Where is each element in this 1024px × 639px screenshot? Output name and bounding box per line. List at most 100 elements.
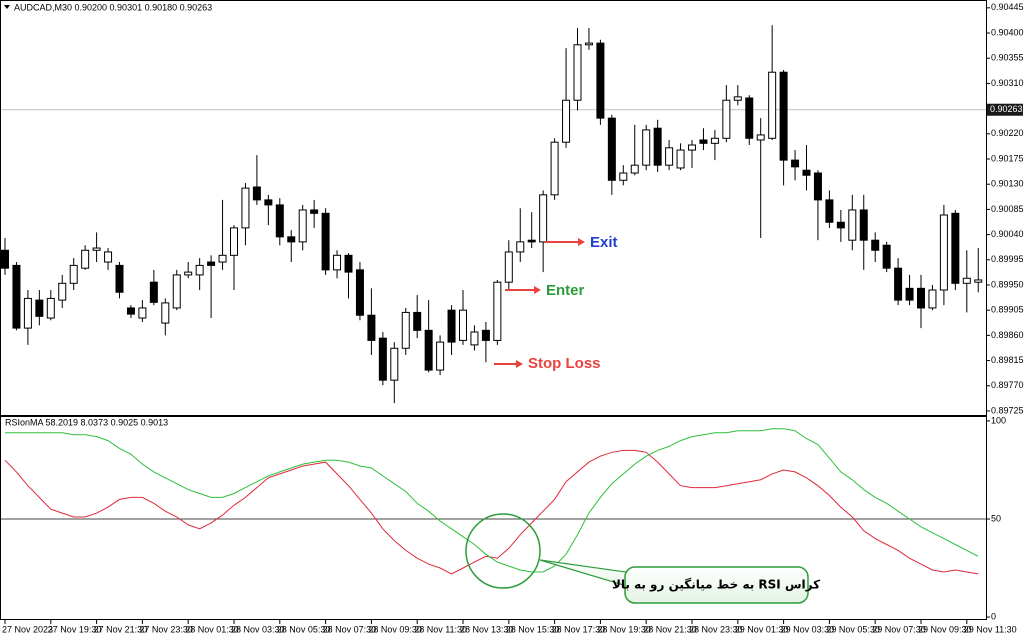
candle-body [871, 239, 880, 251]
candle-body [355, 269, 364, 316]
x-tick-label: 28 Nov 23:30 [689, 624, 743, 634]
candle-body [218, 254, 227, 263]
candle-body [562, 99, 571, 143]
y-tick-label: 0.90175 [991, 153, 1024, 163]
candle-body [367, 314, 376, 341]
x-tick-label: 27 Nov 19:30 [48, 624, 102, 634]
y-tick-label: 0.90130 [991, 179, 1024, 189]
candle-body [378, 337, 387, 381]
y-tick-label: 0.89995 [991, 254, 1024, 264]
candle-body [424, 329, 433, 371]
x-tick-label: 28 Nov 17:30 [552, 624, 606, 634]
candle-body [390, 347, 399, 381]
enter-arrow-head [534, 286, 541, 294]
candle-body [298, 209, 307, 243]
enter-label: Enter [546, 282, 585, 299]
candle-body [470, 331, 479, 346]
candle-body [573, 44, 582, 101]
x-tick-label: 28 Nov 21:30 [643, 624, 697, 634]
x-tick-label: 28 Nov 11:30 [414, 624, 467, 634]
stop-arrow-head [516, 360, 523, 368]
candle-body [939, 214, 948, 291]
candle-body [23, 297, 32, 329]
x-tick-label: 28 Nov 07:30 [323, 624, 377, 634]
y-tick-label: 0.89770 [991, 380, 1024, 390]
candle-body [81, 249, 90, 269]
candle-body [596, 42, 605, 119]
x-tick-label: 28 Nov 05:30 [277, 624, 331, 634]
candle-body [688, 144, 696, 151]
y-tick-label: 0 [991, 611, 996, 621]
candle-body [642, 129, 651, 166]
x-tick-label: 29 Nov 07:30 [872, 624, 926, 634]
candle-body [493, 281, 502, 341]
y-tick-label: 0.90355 [991, 53, 1024, 63]
y-tick-label: 0.89950 [991, 279, 1024, 289]
y-tick-label: 0.90310 [991, 78, 1024, 88]
y-tick-label: 0.90085 [991, 204, 1024, 214]
x-tick-label: 27 Nov 2023 [2, 624, 53, 634]
candle-body [962, 277, 971, 284]
y-tick-label: 0.90400 [991, 27, 1024, 37]
candle-body [653, 127, 662, 166]
candle-body [58, 282, 67, 301]
candle-body [745, 97, 754, 139]
x-tick-label: 29 Nov 01:30 [735, 624, 789, 634]
candle-body [928, 289, 937, 309]
candle-body [12, 264, 21, 329]
annotations: Exit Enter Stop Loss کراس RSI به خط میان… [465, 232, 820, 604]
candle-body [917, 287, 925, 309]
x-tick-label: 29 Nov 05:30 [826, 624, 880, 634]
x-tick-label: 29 Nov 09:30 [918, 624, 972, 634]
x-tick-label: 28 Nov 13:30 [460, 624, 514, 634]
candle-body [813, 172, 822, 201]
y-tick-label: 0.89905 [991, 305, 1024, 315]
candle-body [607, 117, 616, 181]
candle-body [516, 241, 525, 253]
y-tick-label: 0.90445 [991, 2, 1024, 12]
candle-body [241, 187, 250, 229]
candle-body [161, 302, 170, 324]
y-tick-label: 50 [991, 513, 1001, 523]
menu-triangle[interactable] [4, 5, 10, 9]
candle-body [733, 96, 742, 101]
candle-body [848, 209, 857, 241]
candle-body [710, 137, 719, 144]
callout-text: کراس RSI به خط میانگین رو به بالا [612, 578, 820, 593]
candle-body [413, 311, 422, 331]
candle-body [1, 249, 9, 269]
candle-body [104, 251, 113, 263]
candle-body [149, 281, 158, 303]
candle-body [791, 159, 800, 168]
x-tick-label: 28 Nov 01:30 [185, 624, 239, 634]
candle-body [287, 236, 296, 243]
cross-circle [465, 513, 541, 589]
rsi-title: RSIonMA 58.2019 8.0373 0.9025 0.9013 [5, 417, 168, 427]
candle-body [35, 299, 44, 317]
candle-body [619, 172, 628, 181]
candle-body [550, 141, 559, 196]
candle-body [894, 267, 903, 301]
x-tick-label: 28 Nov 15:30 [506, 624, 560, 634]
x-tick-label: 27 Nov 23:30 [139, 624, 193, 634]
candle-body [184, 271, 193, 276]
x-tick-label: 27 Nov 21:30 [94, 624, 148, 634]
y-tick-label: 0.89860 [991, 330, 1024, 340]
candle-body [527, 239, 536, 243]
price-label-box [987, 103, 1023, 116]
candle-body [756, 134, 765, 141]
candle-body [825, 199, 834, 223]
exit-label: Exit [590, 234, 618, 251]
candle-body [630, 164, 639, 174]
y-tick-label: 0.89815 [991, 355, 1024, 365]
candle-body [92, 247, 101, 251]
candle-body [951, 212, 960, 284]
candle-body [344, 254, 353, 273]
candle-body [115, 264, 124, 293]
candle-body [974, 279, 983, 283]
y-tick-label: 0.89725 [991, 405, 1024, 415]
